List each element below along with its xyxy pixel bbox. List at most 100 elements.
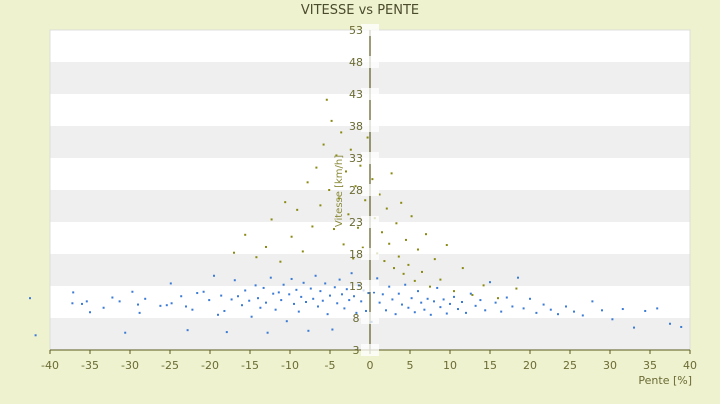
data-point [573, 310, 575, 313]
data-point [333, 286, 336, 289]
data-point [511, 305, 514, 308]
data-point [331, 328, 334, 331]
data-point [395, 222, 398, 225]
data-point [401, 303, 403, 306]
data-point [29, 297, 31, 300]
data-point [367, 292, 370, 295]
x-tick-label: 30 [603, 359, 617, 372]
data-point [277, 291, 280, 294]
data-point [515, 287, 518, 290]
data-point [484, 309, 487, 312]
data-point [302, 281, 305, 284]
data-point [309, 287, 312, 290]
data-point [361, 246, 364, 249]
data-point [337, 197, 340, 200]
data-point [669, 322, 671, 325]
data-point [644, 309, 647, 312]
data-point [500, 310, 503, 313]
data-point [402, 272, 405, 275]
data-point [410, 215, 413, 218]
data-point [352, 257, 355, 260]
y-tick-label-bg [361, 216, 379, 228]
data-point [138, 311, 141, 314]
data-point [257, 297, 259, 300]
y-tick-label: 48 [349, 56, 363, 69]
data-point [471, 293, 474, 296]
data-point [442, 298, 445, 301]
data-point [353, 295, 355, 298]
data-point [453, 295, 455, 298]
data-point [265, 245, 267, 248]
data-point [266, 331, 269, 334]
data-point [591, 300, 594, 303]
data-point [529, 297, 531, 300]
y-tick-label-bg [361, 88, 379, 100]
data-point [407, 263, 410, 266]
data-point [413, 279, 416, 282]
data-point [378, 193, 381, 196]
y-tick-label: 23 [349, 216, 363, 229]
data-point [383, 260, 386, 263]
y-tick-label: 43 [349, 88, 363, 101]
data-point [348, 299, 351, 302]
y-tick-label-bg [361, 280, 379, 292]
y-tick-label-bg [361, 312, 379, 324]
x-tick-label: -15 [241, 359, 259, 372]
data-point [233, 251, 235, 254]
data-point [307, 329, 310, 332]
x-axis-label: Pente [%] [638, 374, 692, 387]
data-point [306, 181, 309, 184]
data-point [390, 172, 393, 175]
data-point [381, 231, 383, 234]
data-point [357, 284, 360, 287]
data-point [259, 306, 262, 309]
x-tick-label: -30 [121, 359, 139, 372]
data-point [385, 207, 388, 210]
data-point [131, 290, 134, 293]
data-point [111, 296, 114, 299]
data-point [517, 276, 519, 279]
data-point [445, 244, 448, 247]
data-point [429, 285, 431, 288]
data-point [317, 305, 319, 308]
data-point [290, 277, 293, 280]
data-point [248, 299, 251, 302]
data-point [208, 299, 211, 302]
x-tick-label: 25 [563, 359, 577, 372]
data-point [343, 307, 346, 310]
data-point [296, 208, 299, 211]
data-point [295, 288, 298, 291]
y-tick-label-bg [361, 184, 379, 196]
data-point [274, 308, 277, 311]
data-point [288, 293, 291, 296]
data-point [439, 306, 442, 309]
x-tick-label: 20 [523, 359, 537, 372]
data-point [621, 308, 624, 311]
data-point [233, 279, 236, 282]
data-point [170, 302, 173, 305]
data-point [433, 300, 435, 303]
data-point [461, 301, 463, 303]
y-tick-label-bg [361, 56, 379, 68]
data-point [186, 329, 189, 332]
data-point [270, 218, 273, 221]
data-point [420, 301, 423, 304]
data-point [338, 278, 341, 281]
x-tick-label: -40 [41, 359, 59, 372]
data-point [461, 267, 464, 270]
data-point [324, 282, 327, 285]
x-tick-label: 35 [643, 359, 657, 372]
data-point [196, 292, 199, 295]
data-point [254, 284, 257, 287]
data-point [315, 166, 318, 169]
data-point [255, 256, 258, 259]
data-point [436, 286, 439, 289]
data-point [354, 185, 357, 188]
data-point [421, 270, 423, 273]
data-point [314, 274, 317, 277]
data-point [482, 284, 485, 287]
data-point [425, 233, 427, 236]
y-tick-label-bg [361, 24, 379, 36]
